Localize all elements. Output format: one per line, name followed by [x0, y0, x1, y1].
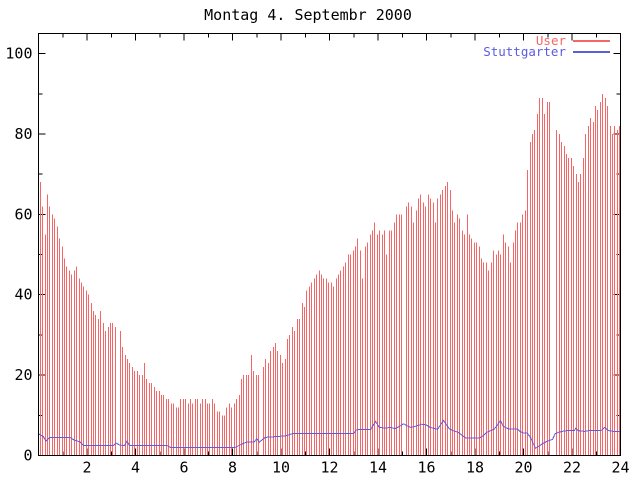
y-tick-label: 60 [14, 205, 32, 223]
x-tick-label: 2 [82, 459, 91, 477]
x-tick-label: 10 [272, 459, 290, 477]
x-tick-label: 18 [466, 459, 484, 477]
x-tick-label: 20 [514, 459, 532, 477]
user-impulses [40, 93, 620, 456]
y-tick-label: 0 [23, 447, 32, 465]
chart-title: Montag 4. Septembr 2000 [204, 6, 412, 24]
legend-item-user: User [483, 33, 610, 48]
x-tick-label: 8 [228, 459, 237, 477]
y-tick-label: 40 [14, 286, 32, 304]
x-tick-label: 22 [563, 459, 581, 477]
legend-label-stuttgarter: Stuttgarter [483, 44, 566, 59]
legend-label-user: User [535, 33, 566, 48]
x-tick-label: 14 [369, 459, 387, 477]
stuttgarter-line [38, 419, 621, 450]
y-tick-label: 100 [5, 45, 32, 63]
y-tick-label: 80 [14, 125, 32, 143]
x-tick-label: 4 [131, 459, 140, 477]
legend-line-sample-user [573, 39, 610, 42]
x-tick-label: 12 [320, 459, 338, 477]
legend-line-sample-stuttgarter [573, 50, 610, 53]
x-tick-label: 16 [417, 459, 435, 477]
chart-legend: User Stuttgarter [483, 33, 610, 59]
x-tick-label: 6 [179, 459, 188, 477]
series-layer [38, 93, 621, 456]
legend-item-stuttgarter: Stuttgarter [483, 44, 610, 59]
plot-border [38, 33, 621, 456]
x-tick-label: 24 [611, 459, 629, 477]
y-tick-label: 20 [14, 366, 32, 384]
